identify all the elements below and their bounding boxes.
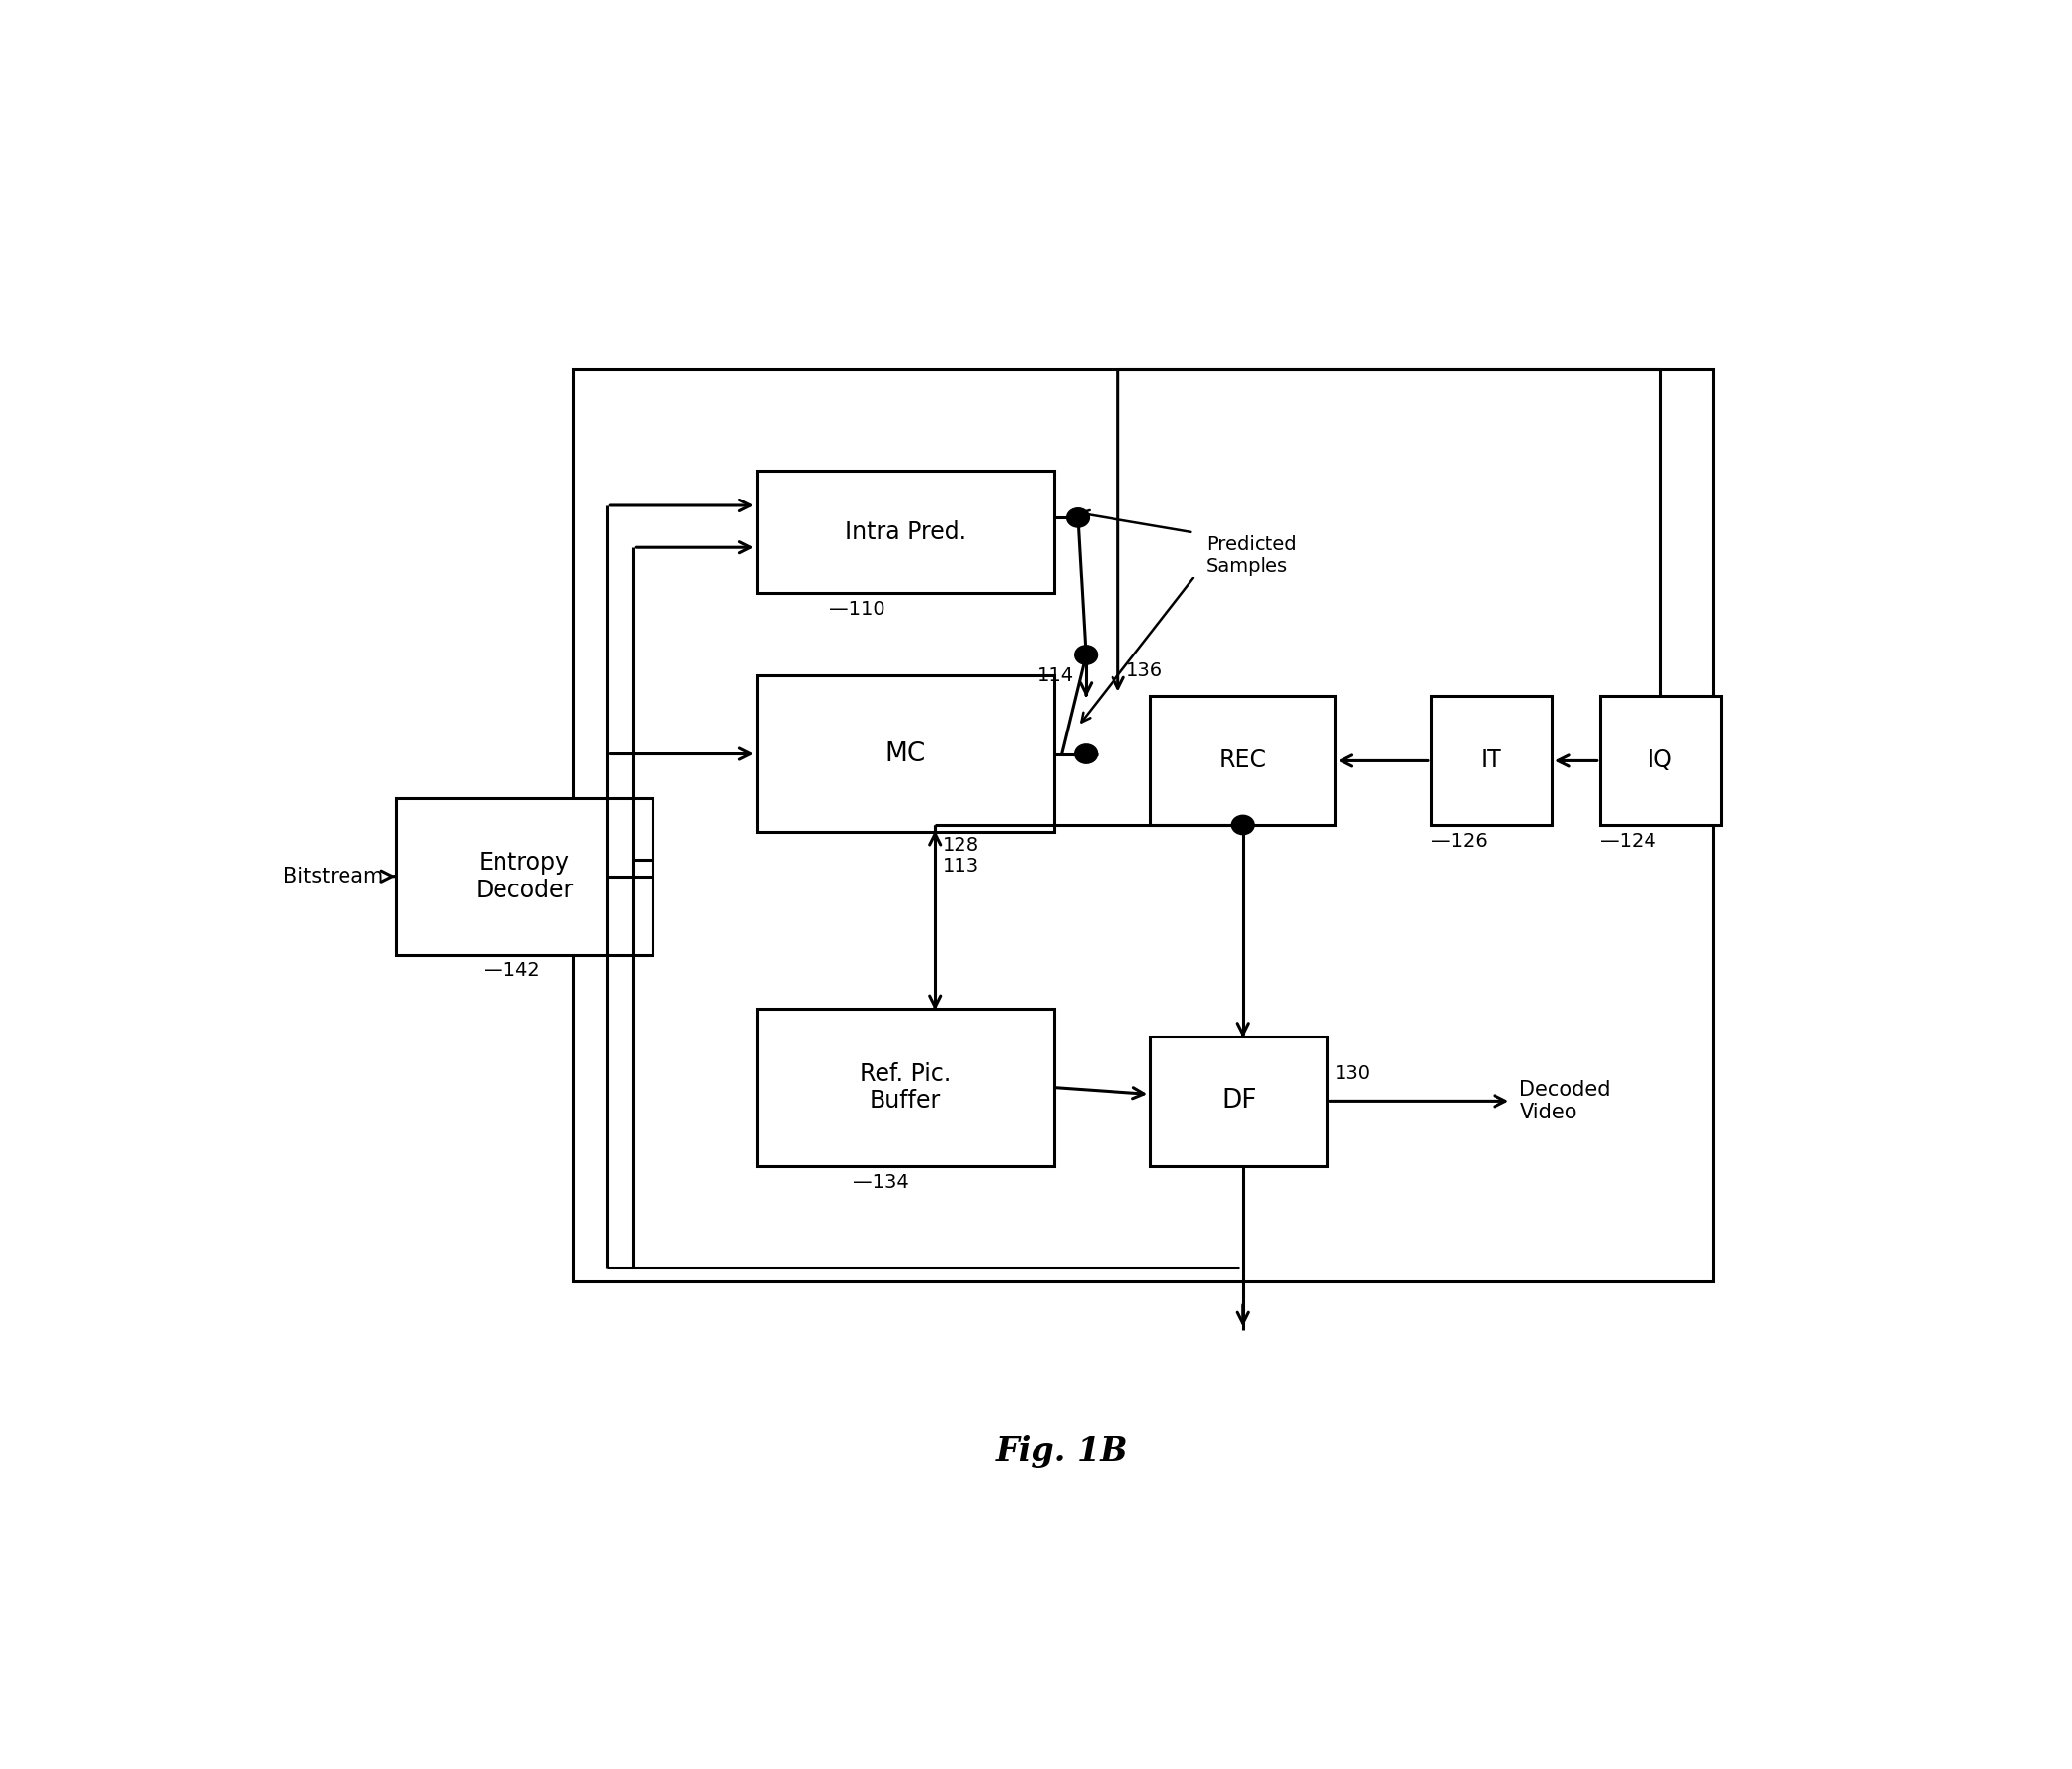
Text: 113: 113 bbox=[943, 856, 980, 876]
FancyBboxPatch shape bbox=[756, 676, 1055, 831]
FancyBboxPatch shape bbox=[1432, 695, 1552, 824]
Text: Bitstream: Bitstream bbox=[284, 867, 383, 886]
Text: Fig. 1B: Fig. 1B bbox=[995, 1435, 1129, 1468]
Text: IQ: IQ bbox=[1647, 748, 1672, 773]
FancyBboxPatch shape bbox=[396, 798, 653, 955]
Circle shape bbox=[1075, 646, 1098, 665]
Text: 128: 128 bbox=[943, 837, 980, 854]
Text: Intra Pred.: Intra Pred. bbox=[845, 520, 966, 545]
Text: —126: —126 bbox=[1432, 831, 1488, 851]
Circle shape bbox=[1075, 745, 1098, 762]
FancyBboxPatch shape bbox=[1150, 1037, 1326, 1166]
Circle shape bbox=[1067, 508, 1090, 527]
Text: 114: 114 bbox=[1038, 665, 1075, 685]
Text: IT: IT bbox=[1481, 748, 1502, 773]
FancyBboxPatch shape bbox=[1600, 695, 1720, 824]
Text: —134: —134 bbox=[854, 1173, 910, 1191]
Text: Entropy
Decoder: Entropy Decoder bbox=[474, 851, 574, 902]
Text: —124: —124 bbox=[1600, 831, 1656, 851]
Text: 136: 136 bbox=[1127, 662, 1162, 681]
Circle shape bbox=[1231, 816, 1254, 835]
Text: DF: DF bbox=[1220, 1088, 1256, 1114]
Text: MC: MC bbox=[885, 741, 926, 766]
Text: Decoded
Video: Decoded Video bbox=[1519, 1079, 1610, 1122]
FancyBboxPatch shape bbox=[572, 370, 1711, 1281]
Text: —110: —110 bbox=[829, 600, 885, 619]
FancyBboxPatch shape bbox=[1150, 695, 1334, 824]
Text: —142: —142 bbox=[485, 962, 541, 980]
Text: REC: REC bbox=[1218, 748, 1266, 773]
FancyBboxPatch shape bbox=[756, 471, 1055, 594]
Text: Predicted
Samples: Predicted Samples bbox=[1206, 536, 1297, 575]
FancyBboxPatch shape bbox=[756, 1008, 1055, 1166]
Text: 130: 130 bbox=[1334, 1065, 1372, 1083]
Text: Ref. Pic.
Buffer: Ref. Pic. Buffer bbox=[860, 1061, 951, 1113]
